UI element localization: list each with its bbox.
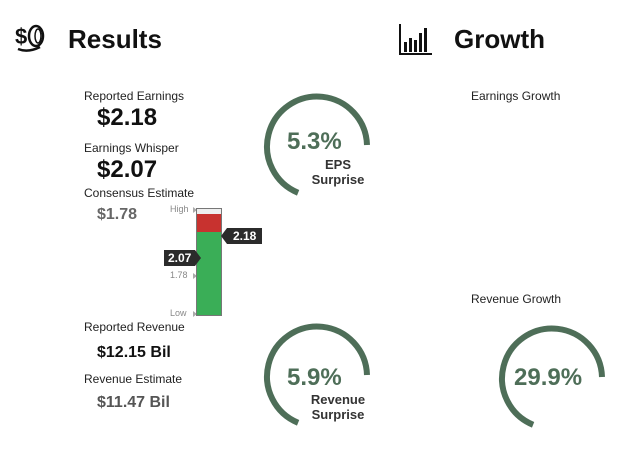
earnings-growth-label: Earnings Growth bbox=[471, 89, 561, 103]
whisper-value: $2.07 bbox=[97, 156, 158, 183]
meter-green-segment bbox=[197, 232, 221, 315]
eps-surprise-gauge bbox=[262, 90, 372, 200]
svg-text:$: $ bbox=[15, 24, 27, 49]
consensus-label: Consensus Estimate bbox=[84, 186, 195, 200]
meter-red-segment bbox=[197, 214, 221, 233]
eps-surprise-line1: EPS bbox=[324, 157, 351, 172]
eps-surprise-line2: Surprise bbox=[311, 172, 365, 187]
whisper-label: Earnings Whisper bbox=[84, 141, 179, 155]
revenue-surprise-line2: Surprise bbox=[311, 407, 365, 422]
bar-chart-icon bbox=[398, 22, 434, 56]
revenue-surprise-gauge bbox=[262, 320, 372, 430]
meter-high-label: High bbox=[170, 204, 189, 214]
whisper-tag: 2.07 bbox=[164, 250, 196, 267]
revenue-estimate-value: $11.47 Bil bbox=[97, 394, 170, 411]
revenue-growth-value: 29.9% bbox=[514, 364, 583, 391]
revenue-growth-label: Revenue Growth bbox=[471, 292, 562, 306]
revenue-surprise-value: 5.9% bbox=[287, 364, 342, 391]
eps-surprise-label: EPS Surprise bbox=[306, 157, 370, 187]
growth-gauge-arc bbox=[499, 325, 605, 428]
reported-revenue-value: $12.15 Bil bbox=[97, 344, 171, 361]
reported-tag: 2.18 bbox=[227, 228, 263, 245]
reported-marker: 2.18 bbox=[221, 228, 263, 245]
reported-revenue-label: Reported Revenue bbox=[84, 320, 185, 334]
revenue-gauge-arc bbox=[264, 323, 370, 426]
revenue-surprise-label: Revenue Surprise bbox=[306, 392, 370, 422]
revenue-surprise-line1: Revenue bbox=[310, 392, 366, 407]
revenue-growth-gauge bbox=[497, 322, 607, 432]
meter-low-tick-icon bbox=[193, 311, 197, 317]
reported-earnings-value: $2.18 bbox=[97, 104, 158, 131]
whisper-marker: 2.07 bbox=[164, 250, 202, 267]
meter-mid-label: 1.78 bbox=[170, 270, 188, 280]
consensus-value: $1.78 bbox=[97, 206, 138, 223]
meter-mid-tick-icon bbox=[193, 273, 197, 279]
whisper-arrow-icon bbox=[195, 250, 202, 267]
money-icon: $ bbox=[14, 22, 46, 54]
eps-gauge-arc bbox=[264, 93, 370, 196]
reported-arrow-icon bbox=[221, 228, 227, 245]
eps-surprise-value: 5.3% bbox=[287, 128, 342, 155]
estimate-meter bbox=[196, 208, 222, 316]
meter-low-label: Low bbox=[170, 308, 187, 318]
meter-high-tick-icon bbox=[193, 207, 197, 213]
reported-earnings-label: Reported Earnings bbox=[84, 89, 185, 103]
revenue-estimate-label: Revenue Estimate bbox=[84, 372, 183, 386]
growth-title: Growth bbox=[454, 24, 545, 54]
results-title: Results bbox=[68, 24, 162, 54]
